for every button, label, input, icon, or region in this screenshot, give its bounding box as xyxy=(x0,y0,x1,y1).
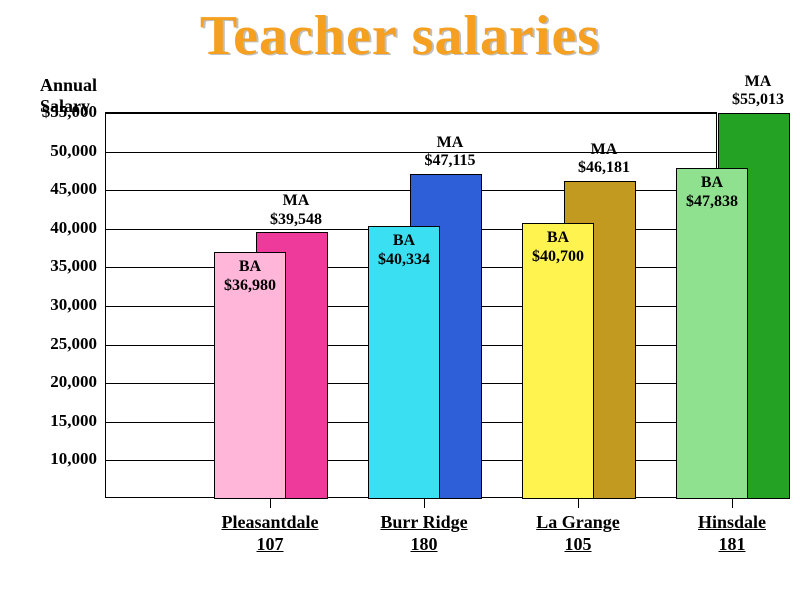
x-tick-mark xyxy=(732,498,733,508)
bar-label-ba: BA $40,700 xyxy=(518,229,598,266)
bar-label-ba: BA $36,980 xyxy=(210,258,290,295)
x-tick-mark xyxy=(578,498,579,508)
bar-label-ba: BA $47,838 xyxy=(672,174,752,211)
plot-area: MA $39,548 BA $36,980 MA $47,115 BA $40,334… xyxy=(105,112,717,498)
y-tick-label: 40,000 xyxy=(0,218,97,238)
y-tick-label: 35,000 xyxy=(0,256,97,276)
bar-label-ma: MA $46,181 xyxy=(558,141,650,178)
x-tick-mark xyxy=(270,498,271,508)
bar-label-ma: MA $55,013 xyxy=(712,73,800,110)
gridline xyxy=(106,113,716,114)
x-tick-mark xyxy=(424,498,425,508)
x-tick-label: Hinsdale 181 xyxy=(657,512,800,555)
x-tick-label: Burr Ridge 180 xyxy=(349,512,499,555)
chart-title: Teacher salaries xyxy=(0,4,800,68)
x-tick-label: Pleasantdale 107 xyxy=(195,512,345,555)
y-tick-label: $55,000 xyxy=(0,102,97,122)
y-tick-label: 45,000 xyxy=(0,179,97,199)
y-tick-label: 15,000 xyxy=(0,411,97,431)
x-tick-label: La Grange 105 xyxy=(503,512,653,555)
bar-label-ba: BA $40,334 xyxy=(364,232,444,269)
y-tick-label: 10,000 xyxy=(0,449,97,469)
y-tick-label: 20,000 xyxy=(0,372,97,392)
y-tick-label: 25,000 xyxy=(0,334,97,354)
y-axis-title-line1: Annual xyxy=(40,75,97,96)
bar-label-ma: MA $39,548 xyxy=(250,192,342,229)
bar-ba xyxy=(676,168,748,499)
bar-label-ma: MA $47,115 xyxy=(404,134,496,171)
y-tick-label: 30,000 xyxy=(0,295,97,315)
y-tick-label: 50,000 xyxy=(0,141,97,161)
